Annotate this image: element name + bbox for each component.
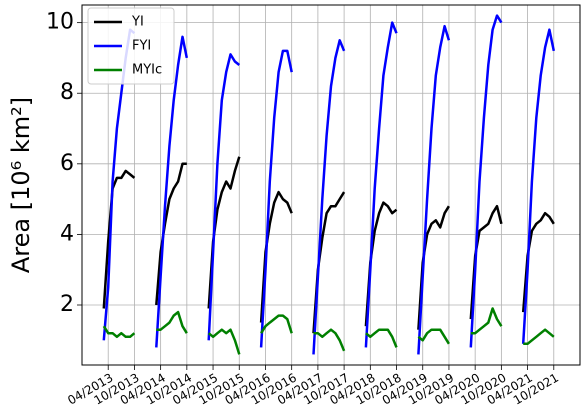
y-tick-label: 6: [60, 151, 74, 176]
y-tick-label: 10: [46, 10, 74, 35]
y-tick-label: 2: [60, 292, 74, 317]
legend-label: YI: [131, 15, 144, 30]
series-line: [102, 156, 555, 334]
legend-label: FYI: [132, 39, 151, 54]
y-tick-label: 8: [60, 80, 74, 105]
y-tick-label: 4: [60, 221, 74, 246]
series-line: [102, 14, 556, 355]
plot-frame: [81, 4, 581, 366]
y-axis-label: Area [10⁶ km²]: [7, 97, 35, 273]
legend-label: MYIc: [132, 63, 162, 78]
legend-box: [87, 7, 175, 85]
series-line: [102, 307, 555, 355]
